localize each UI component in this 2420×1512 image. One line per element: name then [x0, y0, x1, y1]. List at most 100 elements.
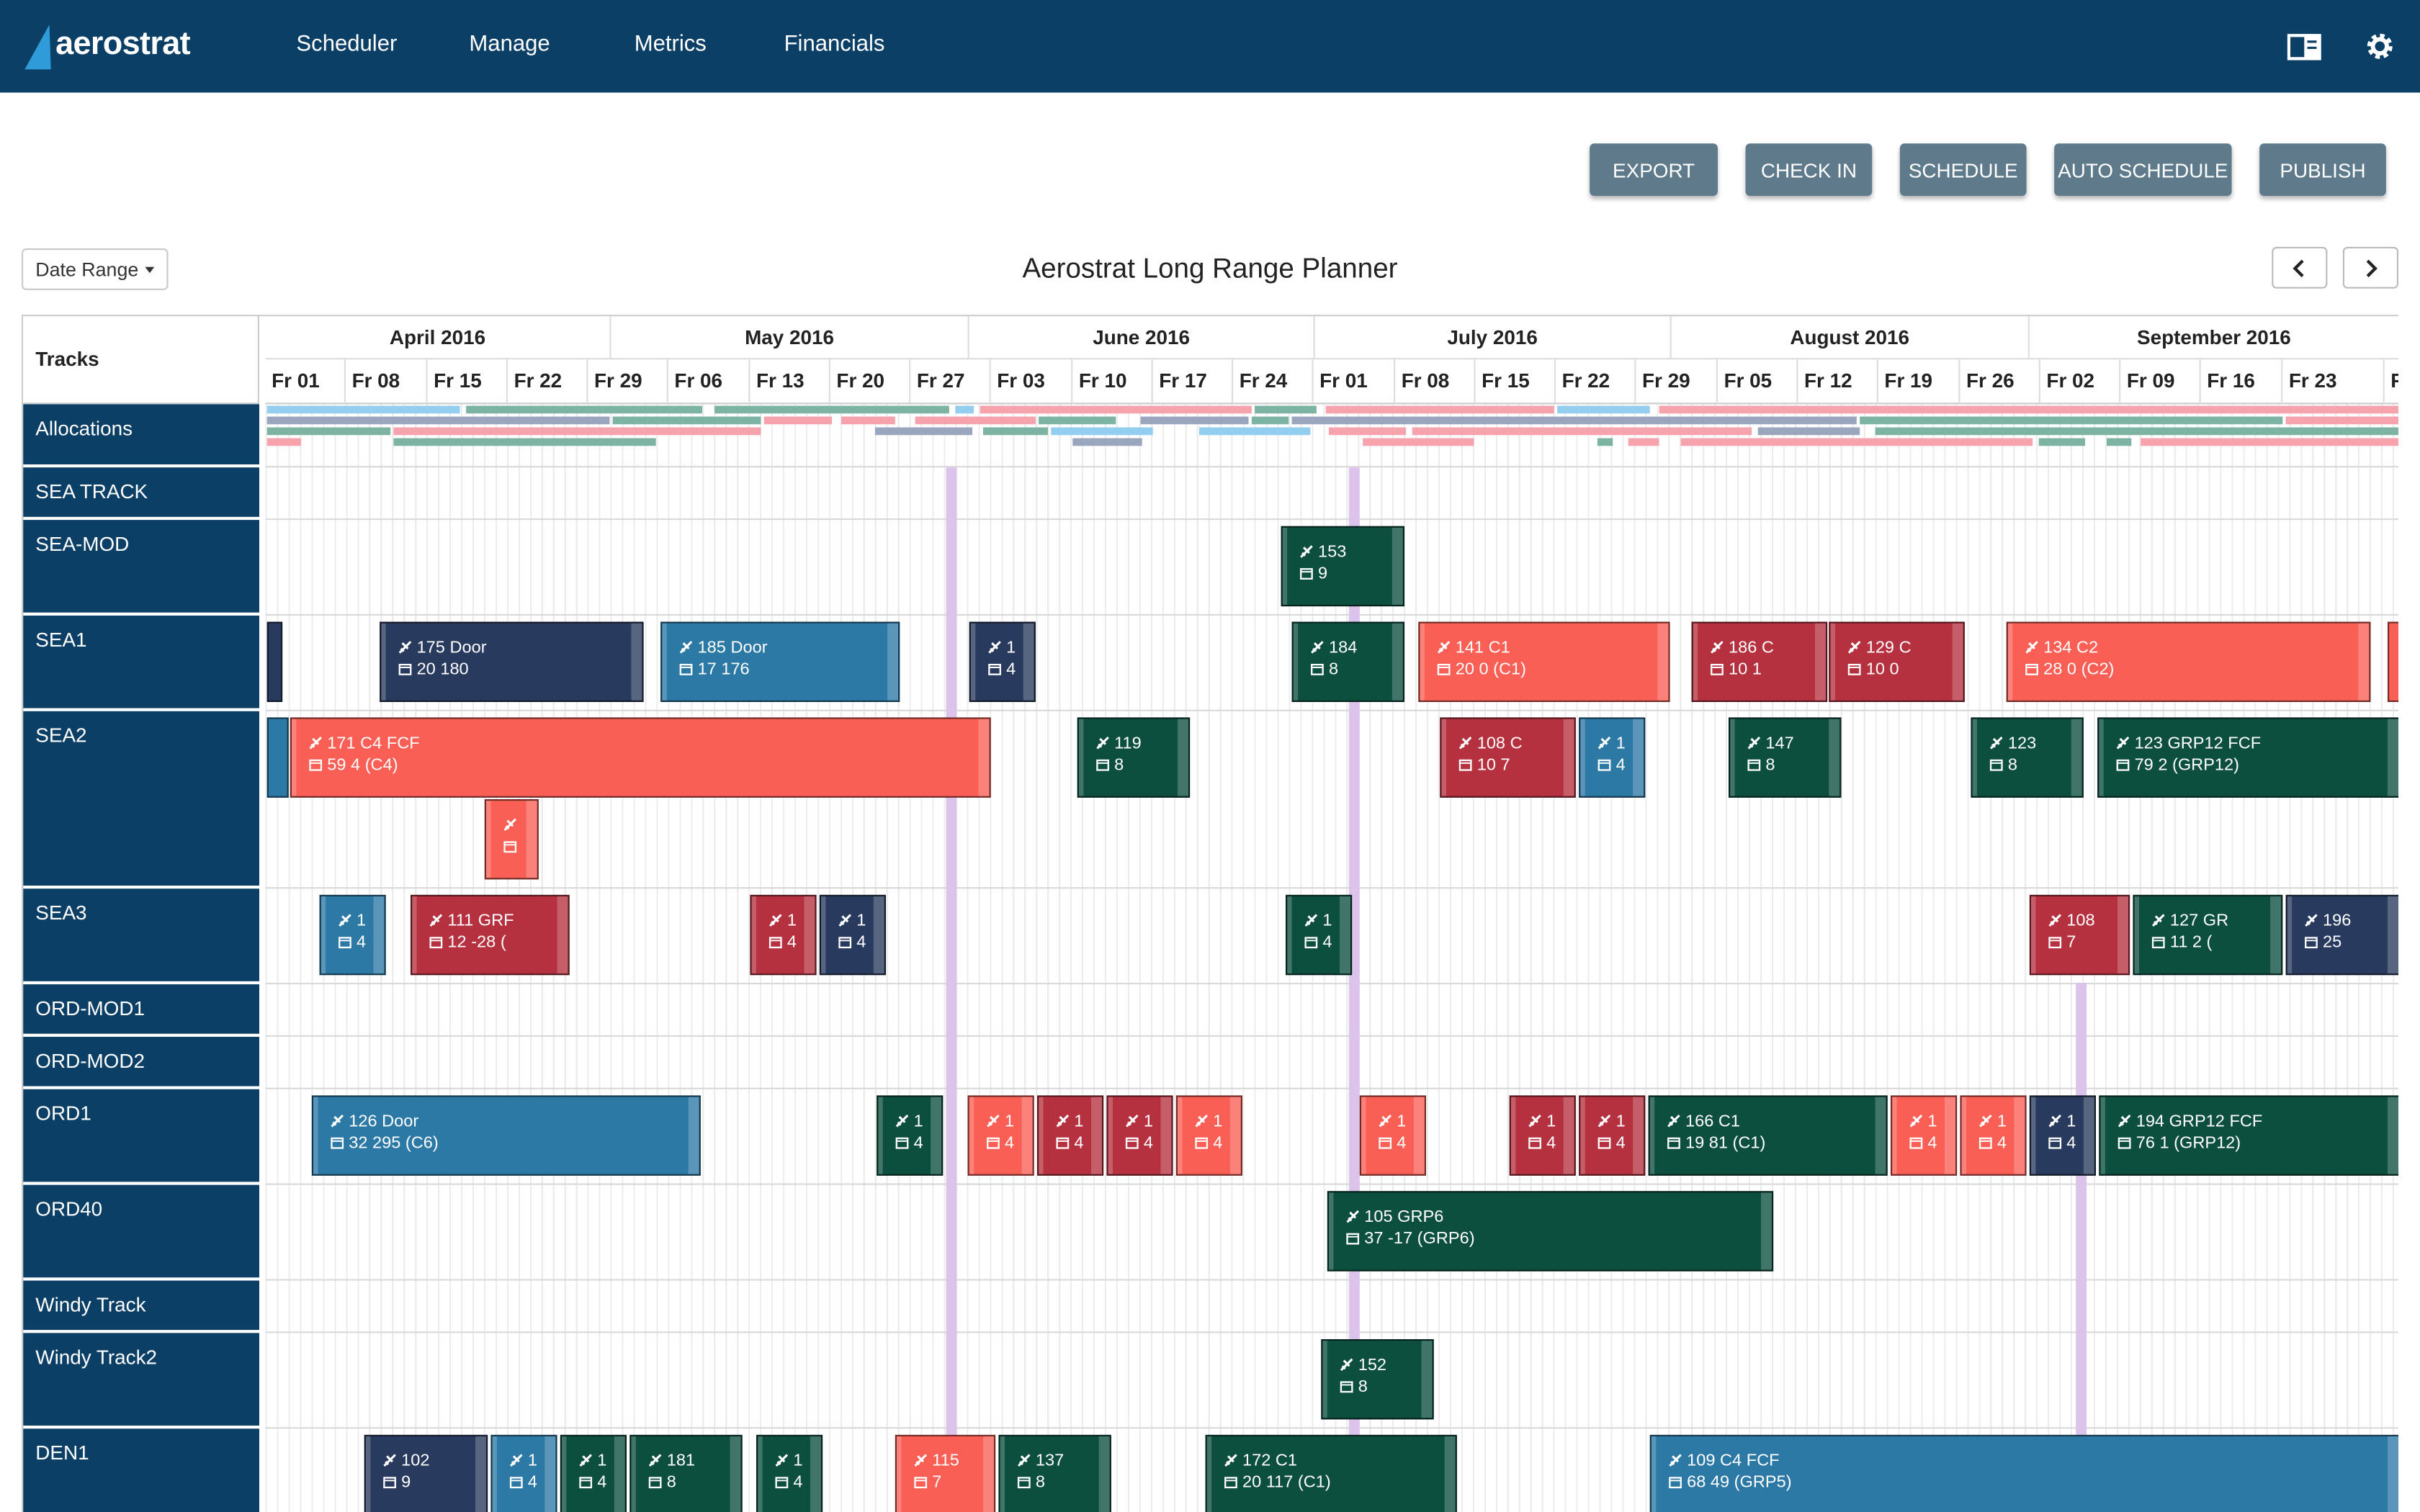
- flight-block[interactable]: 134 C2 28 0 (C2): [2006, 621, 2371, 702]
- resize-handle[interactable]: [544, 1436, 556, 1512]
- resize-handle[interactable]: [2270, 896, 2282, 974]
- resize-handle[interactable]: [1952, 623, 1963, 701]
- resize-handle[interactable]: [1413, 1097, 1425, 1174]
- flight-block[interactable]: 185 Door 17 176: [660, 621, 900, 702]
- track-label[interactable]: SEA3: [23, 888, 260, 985]
- allocation-bar[interactable]: [980, 405, 1252, 414]
- track-label[interactable]: Allocations: [23, 404, 260, 468]
- allocation-bar[interactable]: [266, 405, 460, 414]
- nav-financials[interactable]: Financials: [784, 32, 885, 58]
- flight-block[interactable]: 147 8: [1729, 717, 1842, 798]
- resize-handle[interactable]: [1815, 623, 1826, 701]
- flight-block[interactable]: 111 GRF 12 -28 (: [411, 894, 570, 976]
- allocation-bar[interactable]: [466, 405, 702, 414]
- resize-handle[interactable]: [873, 896, 884, 974]
- check-in-button[interactable]: CHECK IN: [1745, 143, 1873, 197]
- resize-handle[interactable]: [978, 719, 990, 796]
- flight-block[interactable]: 137 8: [998, 1434, 1111, 1512]
- resize-handle[interactable]: [1444, 1436, 1456, 1512]
- resize-handle[interactable]: [810, 1436, 821, 1512]
- allocation-bar[interactable]: [612, 416, 761, 425]
- resize-handle[interactable]: [2083, 1097, 2094, 1174]
- allocation-bar[interactable]: [1291, 416, 1857, 425]
- track-label[interactable]: SEA-MOD: [23, 520, 260, 616]
- flight-block[interactable]: 119 8: [1077, 717, 1191, 798]
- resize-handle[interactable]: [557, 896, 568, 974]
- allocation-bar[interactable]: [2141, 438, 2398, 446]
- allocation-bar[interactable]: [983, 427, 1048, 436]
- track-label[interactable]: SEA1: [23, 616, 260, 711]
- flight-block[interactable]: 175 Door 20 180: [380, 621, 644, 702]
- resize-handle[interactable]: [1392, 527, 1403, 605]
- resize-handle[interactable]: [1875, 1097, 1886, 1174]
- nav-manage[interactable]: Manage: [469, 32, 550, 58]
- track-label[interactable]: Windy Track: [23, 1280, 260, 1333]
- date-range-dropdown[interactable]: Date Range: [22, 248, 169, 290]
- resize-handle[interactable]: [631, 623, 642, 701]
- resize-handle[interactable]: [730, 1436, 741, 1512]
- flight-block[interactable]: 126 Door 32 295 (C6): [311, 1095, 701, 1176]
- flight-block[interactable]: [266, 621, 283, 702]
- flight-block[interactable]: 105 GRP6 37 -17 (GRP6): [1327, 1191, 1774, 1272]
- track-label[interactable]: ORD40: [23, 1184, 260, 1281]
- resize-handle[interactable]: [1945, 1097, 1955, 1174]
- resize-handle[interactable]: [1829, 719, 1840, 796]
- allocation-bar[interactable]: [2107, 438, 2132, 446]
- allocation-bar[interactable]: [266, 416, 610, 425]
- flight-block[interactable]: [2388, 621, 2398, 702]
- publish-button[interactable]: PUBLISH: [2259, 143, 2386, 197]
- aerostrat-logo-icon[interactable]: [22, 19, 207, 74]
- resize-handle[interactable]: [526, 801, 537, 878]
- flight-block[interactable]: 172 C1 20 117 (C1): [1205, 1434, 1457, 1512]
- resize-handle[interactable]: [1657, 623, 1669, 701]
- allocation-bar[interactable]: [1412, 427, 1752, 436]
- resize-handle[interactable]: [1160, 1097, 1172, 1174]
- resize-handle[interactable]: [2388, 719, 2398, 796]
- export-button[interactable]: EXPORT: [1590, 143, 1718, 197]
- flight-block[interactable]: 194 GRP12 FCF 76 1 (GRP12): [2099, 1095, 2398, 1176]
- allocation-bar[interactable]: [875, 427, 972, 436]
- prev-button[interactable]: [2272, 246, 2328, 289]
- allocation-bar[interactable]: [1680, 438, 2033, 446]
- flight-block[interactable]: 171 C4 FCF 59 4 (C4): [290, 717, 991, 798]
- allocation-bar[interactable]: [1051, 427, 1153, 436]
- allocation-bar[interactable]: [1039, 416, 1116, 425]
- resize-handle[interactable]: [2388, 1097, 2398, 1174]
- track-label[interactable]: DEN1: [23, 1428, 260, 1512]
- flight-block[interactable]: 181 8: [629, 1434, 743, 1512]
- resize-handle[interactable]: [614, 1436, 625, 1512]
- flight-block[interactable]: 186 C 10 1: [1691, 621, 1828, 702]
- track-label[interactable]: ORD-MOD1: [23, 984, 260, 1037]
- track-label[interactable]: ORD-MOD2: [23, 1037, 260, 1089]
- allocation-bar[interactable]: [393, 427, 761, 436]
- allocation-bar[interactable]: [1199, 427, 1311, 436]
- track-label[interactable]: Windy Track2: [23, 1333, 260, 1429]
- allocation-bar[interactable]: [2285, 416, 2398, 425]
- schedule-button[interactable]: SCHEDULE: [1899, 143, 2027, 197]
- allocation-bar[interactable]: [763, 416, 832, 425]
- resize-handle[interactable]: [983, 1436, 994, 1512]
- flight-block[interactable]: 127 GR 11 2 (: [2133, 894, 2283, 976]
- resize-handle[interactable]: [1229, 1097, 1241, 1174]
- flight-block[interactable]: 108 7: [2029, 894, 2130, 976]
- nav-scheduler[interactable]: Scheduler: [296, 32, 398, 58]
- resize-handle[interactable]: [2388, 896, 2398, 974]
- resize-handle[interactable]: [373, 896, 385, 974]
- flight-block[interactable]: 115 7: [895, 1434, 996, 1512]
- resize-handle[interactable]: [1178, 719, 1188, 796]
